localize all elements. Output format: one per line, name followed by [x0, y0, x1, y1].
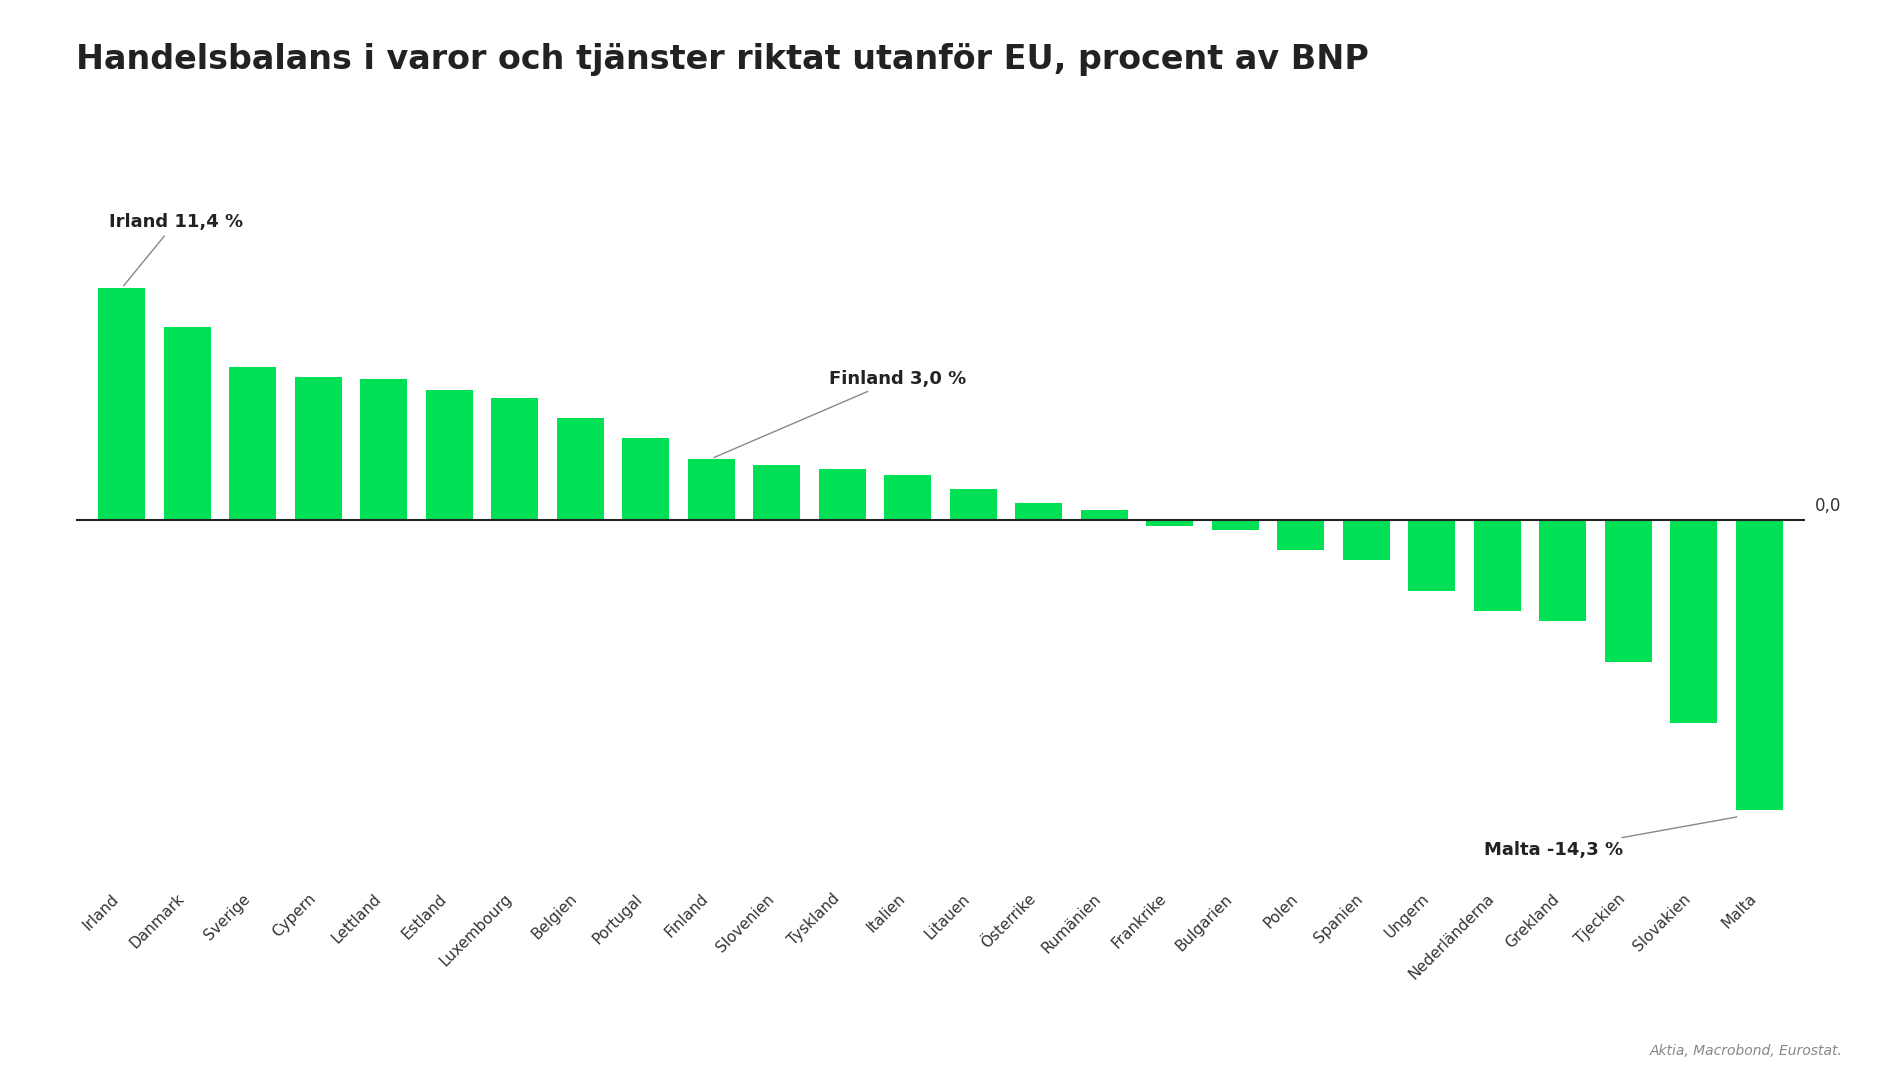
Bar: [1277, 519, 1324, 550]
Text: Irland 11,4 %: Irland 11,4 %: [108, 213, 243, 286]
Bar: [1670, 519, 1718, 723]
Text: 0,0: 0,0: [1814, 497, 1841, 514]
Bar: [1606, 519, 1651, 662]
Bar: [1735, 519, 1782, 810]
Bar: [1343, 519, 1389, 561]
Bar: [361, 379, 407, 519]
Bar: [99, 288, 146, 519]
Bar: [884, 475, 931, 519]
Text: Aktia, Macrobond, Eurostat.: Aktia, Macrobond, Eurostat.: [1649, 1044, 1843, 1058]
Bar: [163, 326, 211, 519]
Bar: [557, 418, 604, 519]
Bar: [1539, 519, 1586, 621]
Bar: [1408, 519, 1455, 591]
Bar: [688, 459, 735, 519]
Bar: [492, 397, 538, 519]
Text: Finland 3,0 %: Finland 3,0 %: [714, 369, 967, 458]
Bar: [1081, 510, 1129, 519]
Bar: [621, 438, 669, 519]
Bar: [426, 390, 473, 519]
Text: Handelsbalans i varor och tjänster riktat utanför EU, procent av BNP: Handelsbalans i varor och tjänster rikta…: [76, 43, 1368, 77]
Bar: [294, 377, 342, 519]
Bar: [230, 367, 276, 519]
Bar: [1146, 519, 1193, 526]
Bar: [1015, 503, 1062, 519]
Bar: [819, 469, 866, 519]
Bar: [950, 489, 998, 519]
Bar: [1212, 519, 1260, 530]
Text: Malta -14,3 %: Malta -14,3 %: [1484, 816, 1737, 859]
Bar: [1474, 519, 1520, 611]
Bar: [752, 464, 800, 519]
